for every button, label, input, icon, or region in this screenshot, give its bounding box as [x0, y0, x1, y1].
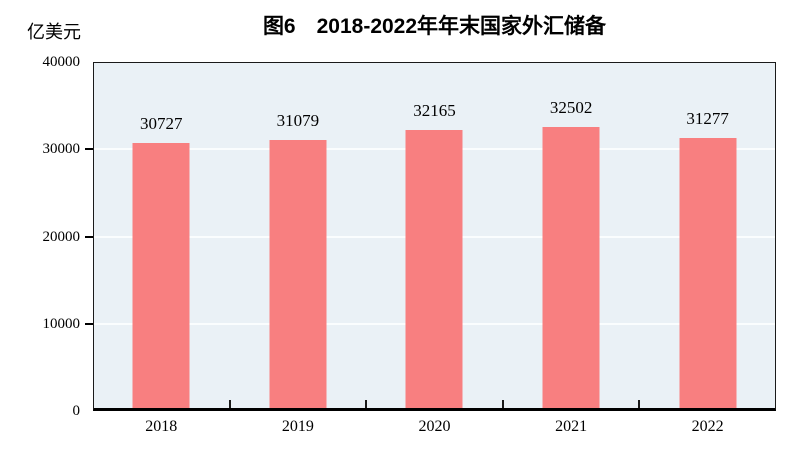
bar-slots: 30727 31079 32165 32502 31277: [93, 62, 776, 411]
y-axis-unit-label: 亿美元: [27, 22, 81, 42]
y-tick-mark: [85, 235, 93, 238]
x-tick-label: 2022: [691, 418, 724, 435]
bar-value-label: 31079: [276, 110, 320, 130]
bar-value-label: 31277: [686, 109, 729, 129]
y-tick-label: 20000: [42, 228, 81, 245]
bar-value-label: 30727: [140, 113, 183, 133]
x-tick-label: 2021: [555, 418, 588, 435]
bar-slot: 30727: [93, 62, 230, 411]
y-tick-label: 30000: [42, 141, 81, 158]
x-tick-label: 2019: [281, 418, 314, 435]
bar: [405, 130, 463, 411]
y-tick-mark: [85, 148, 93, 151]
x-tick-label: 2018: [145, 418, 178, 435]
chart-title: 图6 2018-2022年年末国家外汇储备: [262, 15, 607, 38]
y-tick-label: 0: [72, 403, 81, 419]
y-axis-tick-labels: 0 10000 20000 30000 40000: [0, 54, 81, 419]
y-tick-label: 40000: [42, 54, 81, 70]
bar: [132, 142, 190, 411]
y-tick-mark: [85, 322, 93, 325]
bar-value-label: 32165: [413, 101, 456, 121]
bar: [679, 138, 737, 411]
y-axis-tick-marks: [85, 62, 93, 411]
plot-area: 30727 31079 32165 32502 31277: [93, 62, 776, 411]
x-tick-label: 2020: [418, 418, 451, 435]
bar: [269, 139, 327, 411]
bar-slot: 32502: [503, 62, 640, 411]
bar: [542, 127, 600, 411]
bar-slot: 32165: [366, 62, 503, 411]
bar-slot: 31277: [639, 62, 776, 411]
x-axis-tick-labels: 2018 2019 2020 2021 2022: [93, 416, 776, 438]
y-tick-label: 10000: [42, 315, 81, 332]
bar-value-label: 32502: [549, 98, 593, 118]
bar-slot: 31079: [230, 62, 367, 411]
